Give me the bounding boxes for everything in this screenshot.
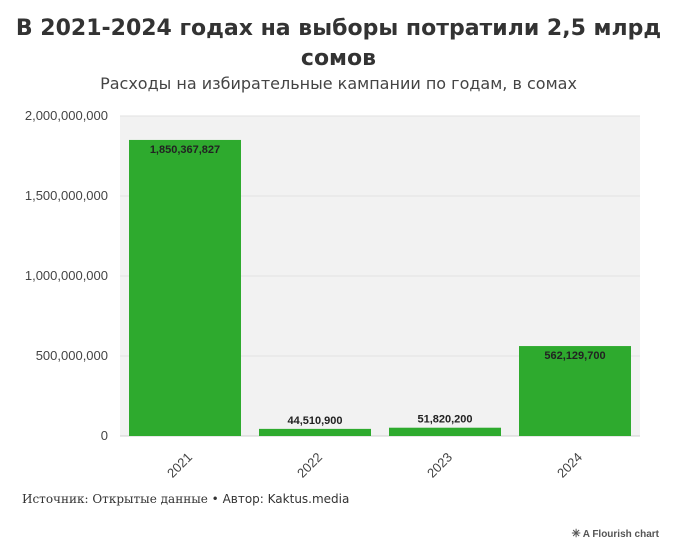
bar-2021: [129, 139, 241, 436]
source-text: Источник: Открытые данные •: [22, 492, 223, 506]
value-label-2021: 1,850,367,827: [150, 144, 220, 156]
x-tick-label-2021: 2021: [164, 450, 195, 480]
chart-footer: Источник: Открытые данные • Автор: Kaktu…: [22, 492, 349, 506]
bar-2024: [519, 346, 631, 436]
asterisk-icon: ✳: [571, 528, 581, 540]
y-tick-label: 0: [101, 428, 108, 443]
chart-subtitle: Расходы на избирательные кампании по год…: [100, 74, 577, 93]
bar-2023: [389, 427, 501, 436]
x-tick-label-2023: 2023: [424, 450, 455, 480]
y-tick-label: 500,000,000: [36, 348, 108, 363]
y-tick-label: 2,000,000,000: [25, 108, 108, 123]
value-label-2022: 44,510,900: [287, 415, 342, 427]
value-label-2023: 51,820,200: [417, 414, 472, 426]
chart-title: В 2021-2024 годах на выборы потратили 2,…: [15, 16, 662, 71]
value-label-2024: 562,129,700: [544, 350, 605, 362]
bar-2022: [259, 428, 371, 436]
author-text: Автор: Kaktus.media: [222, 492, 350, 506]
x-tick-label-2024: 2024: [554, 450, 585, 480]
x-tick-label-2022: 2022: [294, 450, 325, 480]
flourish-credit-label: A Flourish chart: [582, 529, 659, 540]
y-tick-label: 1,500,000,000: [25, 188, 108, 203]
flourish-credit[interactable]: ✳ A Flourish chart: [571, 527, 659, 540]
y-tick-label: 1,000,000,000: [25, 268, 108, 283]
bar-chart: 0 500,000,000 1,000,000,000 1,500,000,000 2,…: [25, 108, 640, 480]
